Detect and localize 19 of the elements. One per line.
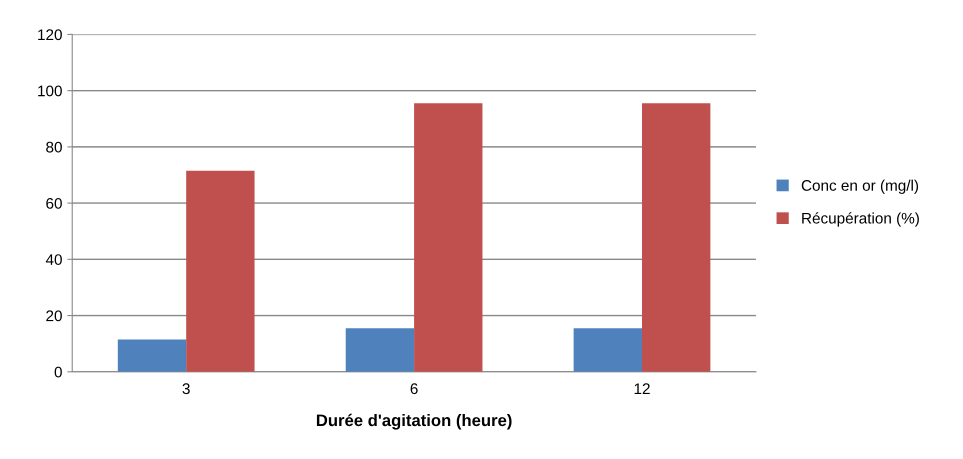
bar	[414, 103, 482, 372]
legend-label: Récupération (%)	[802, 212, 919, 227]
bar	[574, 328, 642, 372]
x-tick-label: 6	[410, 383, 418, 394]
y-tick-label: 20	[46, 310, 62, 322]
y-tick-label: 100	[38, 86, 62, 96]
y-tick-label: 0	[54, 366, 62, 378]
bar	[118, 339, 186, 372]
x-tick-label: 12	[634, 383, 650, 394]
x-tick-label: 3	[182, 383, 190, 394]
y-tick-label: 80	[46, 142, 62, 153]
bar	[642, 103, 710, 372]
x-axis-title: Durée d'agitation (heure)	[316, 414, 512, 430]
y-tick-label: 60	[46, 198, 62, 209]
y-tick-label: 120	[38, 29, 62, 40]
y-tick-label: 40	[46, 254, 62, 266]
bar	[346, 328, 414, 372]
bar	[186, 170, 255, 372]
legend-label: Conc en or (mg/l)	[802, 180, 918, 194]
